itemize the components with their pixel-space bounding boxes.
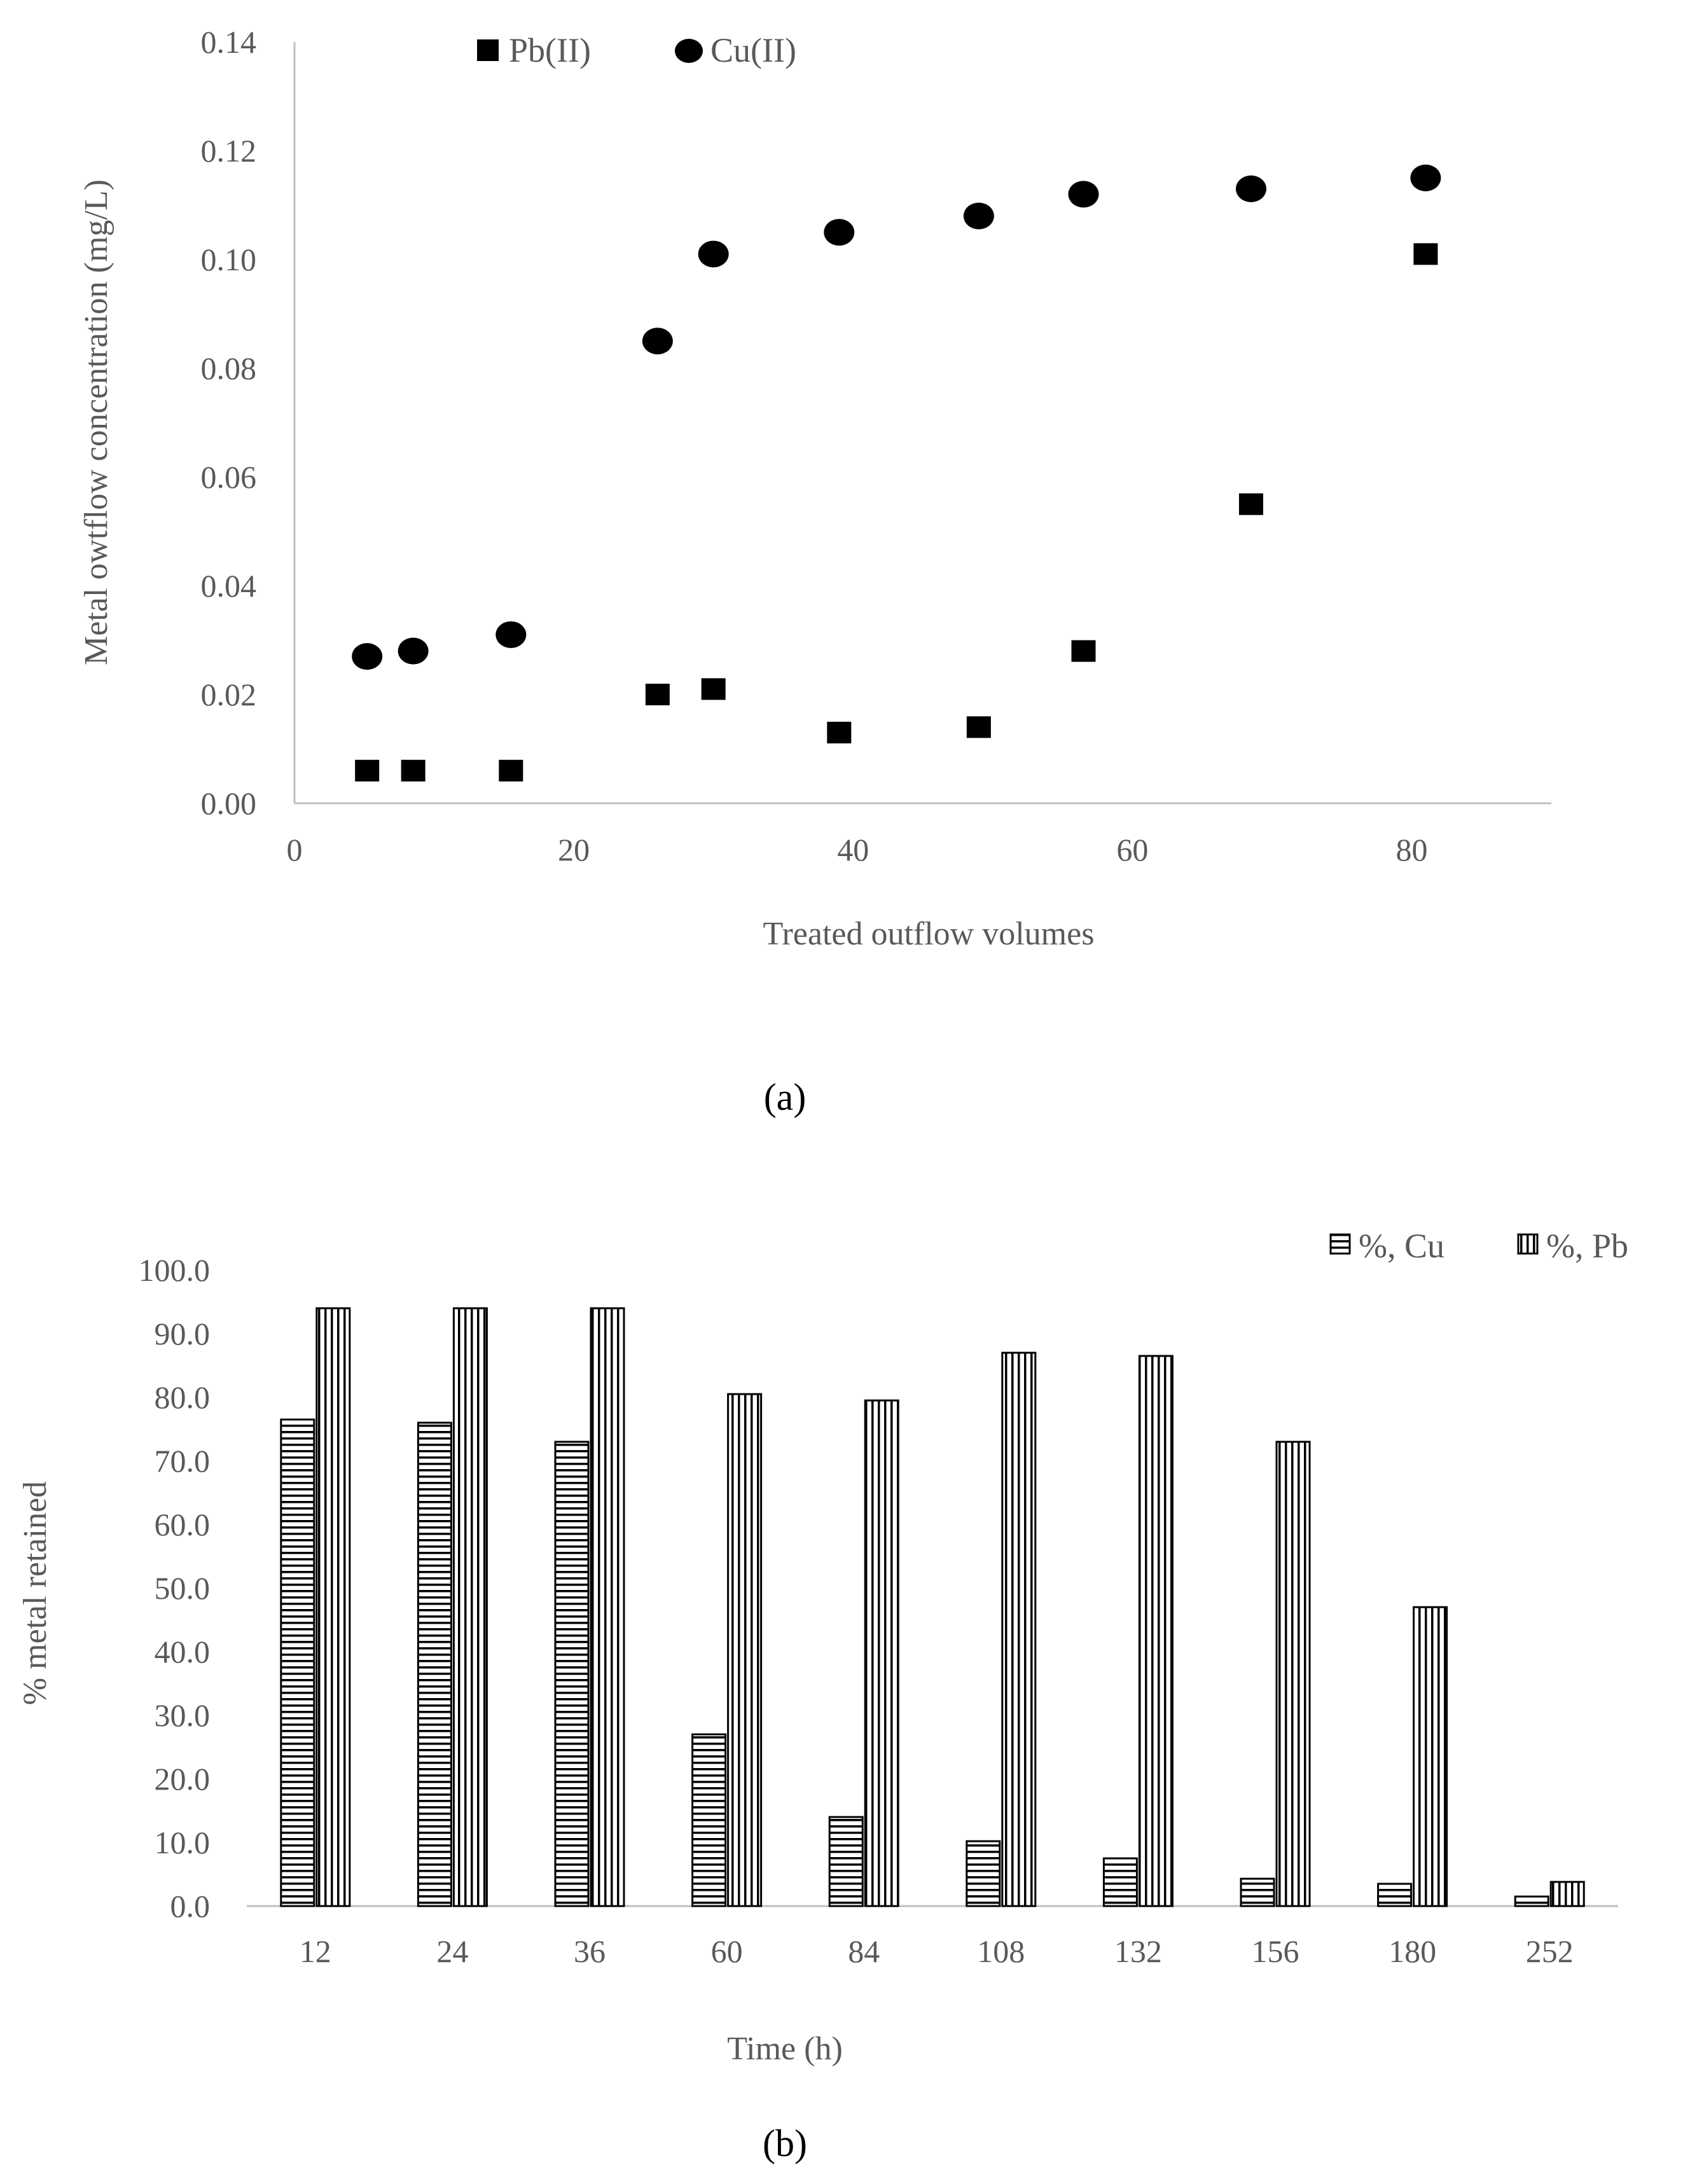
x-tick-labels-a: 0 20 40 60 80	[287, 832, 1428, 867]
cu-bar	[966, 1840, 1001, 1907]
cu-bar	[1102, 1857, 1138, 1907]
x-tick-label-a: 20	[558, 832, 590, 867]
pb-bar	[1138, 1355, 1174, 1907]
x-tick-label-b: 156	[1252, 1933, 1299, 1969]
y-tick-label-b: 10.0	[155, 1825, 211, 1860]
legend-swatch-pb	[1517, 1233, 1539, 1255]
pb-bar	[1001, 1351, 1037, 1907]
pb-data-point	[499, 759, 523, 782]
pb-data-point	[1071, 640, 1096, 662]
x-tick-label-b: 132	[1114, 1933, 1162, 1969]
legend-label-cu: %, Cu	[1359, 1227, 1444, 1265]
y-tick-label-a: 0.02	[201, 677, 257, 712]
y-tick-label-a: 0.04	[201, 568, 257, 604]
pb-data-point	[355, 759, 380, 782]
y-tick-labels-b: 0.0 10.0 20.0 30.0 40.0 50.0 60.0 70.0 80.0 90.0 1…	[139, 1252, 211, 1924]
scatter-chart-panel-a: 0.00 0.02 0.04 0.06 0.08 0.10 0.12 0.14 0 20 40 60…	[78, 24, 1551, 1118]
legend-marker-cuii	[675, 39, 703, 63]
cu-bar	[554, 1441, 590, 1907]
x-tick-labels-b: 12 24 36 60 84 108 132 156 180 252	[300, 1933, 1574, 1969]
cu-bar	[417, 1421, 452, 1907]
pb-data-point	[966, 716, 991, 738]
legend-b: %, Cu %, Pb	[1329, 1227, 1628, 1265]
x-tick-label-b: 12	[300, 1933, 331, 1969]
y-tick-label-b: 20.0	[155, 1761, 211, 1797]
pb-bar	[1275, 1441, 1311, 1907]
cu-data-point	[1235, 175, 1266, 202]
cu-data-point	[698, 240, 729, 268]
y-tick-labels-a: 0.00 0.02 0.04 0.06 0.08 0.10 0.12 0.14	[201, 24, 257, 821]
legend-label-cuii: Cu(II)	[710, 31, 796, 69]
pb-data-point	[645, 684, 670, 705]
y-axis-title-a: Metal owtflow concentration (mg/L)	[78, 179, 114, 665]
legend-marker-pbii	[477, 39, 499, 61]
y-tick-label-b: 90.0	[155, 1316, 211, 1351]
pb-bar	[452, 1307, 488, 1907]
data-points-a	[352, 164, 1441, 782]
y-tick-label-a: 0.06	[201, 459, 257, 495]
y-tick-label-a: 0.00	[201, 785, 257, 821]
pb-bar	[315, 1307, 351, 1907]
cu-bar	[691, 1733, 727, 1907]
y-tick-label-b: 60.0	[155, 1507, 211, 1542]
cu-data-point	[824, 219, 855, 246]
cu-bar	[1377, 1883, 1413, 1907]
x-tick-label-b: 36	[574, 1933, 606, 1969]
x-tick-label-a: 60	[1116, 832, 1148, 867]
x-axis-title-a: Treated outflow volumes	[763, 916, 1095, 952]
cu-data-point	[1410, 164, 1441, 191]
pb-data-point	[827, 721, 852, 743]
cu-data-point	[495, 621, 527, 648]
x-tick-label-b: 84	[848, 1933, 880, 1969]
pb-bar	[1549, 1881, 1585, 1907]
y-tick-label-a: 0.14	[201, 24, 257, 60]
bar-chart-panel-b: 0.0 10.0 20.0 30.0 40.0 50.0 60.0 70.0 80.0 90.0 1…	[17, 1227, 1628, 2164]
cu-data-point	[398, 637, 429, 665]
legend-swatch-cu	[1329, 1233, 1351, 1255]
pb-bar	[727, 1393, 763, 1907]
x-tick-label-b: 24	[436, 1933, 468, 1969]
legend-label-pbii: Pb(II)	[509, 31, 591, 69]
y-tick-label-a: 0.08	[201, 350, 257, 386]
y-tick-label-b: 80.0	[155, 1379, 211, 1415]
x-tick-label-b: 60	[711, 1933, 743, 1969]
panel-label-a: (a)	[764, 1076, 807, 1118]
y-tick-label-b: 100.0	[139, 1252, 211, 1288]
x-tick-label-b: 180	[1389, 1933, 1436, 1969]
cu-data-point	[642, 328, 673, 355]
cu-bar	[828, 1816, 864, 1907]
cu-data-point	[963, 202, 994, 230]
pb-data-point	[1413, 243, 1438, 265]
bars-b	[280, 1307, 1585, 1907]
cu-bar	[280, 1418, 315, 1907]
cu-data-point	[1068, 181, 1099, 208]
pb-bar	[1413, 1606, 1448, 1907]
cu-data-point	[352, 643, 383, 670]
y-tick-label-a: 0.10	[201, 242, 257, 277]
pb-data-point	[401, 759, 426, 782]
x-axis-title-b: Time (h)	[727, 2031, 843, 2067]
x-tick-label-b: 108	[977, 1933, 1025, 1969]
pb-data-point	[1238, 493, 1263, 515]
cu-bar	[1240, 1877, 1275, 1907]
y-tick-label-a: 0.12	[201, 133, 257, 169]
y-tick-label-b: 70.0	[155, 1443, 211, 1479]
panel-label-b: (b)	[763, 2122, 807, 2164]
x-tick-label-a: 80	[1396, 832, 1427, 867]
y-tick-label-b: 0.0	[170, 1888, 211, 1924]
legend-a: Pb(II) Cu(II)	[477, 31, 796, 69]
x-tick-label-b: 252	[1526, 1933, 1574, 1969]
x-tick-label-a: 40	[837, 832, 869, 867]
pb-data-point	[701, 678, 726, 700]
y-tick-label-b: 40.0	[155, 1634, 211, 1669]
y-tick-label-b: 50.0	[155, 1570, 211, 1606]
y-tick-label-b: 30.0	[155, 1697, 211, 1733]
legend-label-pb: %, Pb	[1546, 1227, 1628, 1265]
pb-bar	[864, 1399, 899, 1907]
y-axis-title-b: % metal retained	[17, 1481, 53, 1705]
x-tick-label-a: 0	[287, 832, 303, 867]
cu-bar	[1514, 1895, 1549, 1907]
pb-bar	[590, 1307, 625, 1907]
